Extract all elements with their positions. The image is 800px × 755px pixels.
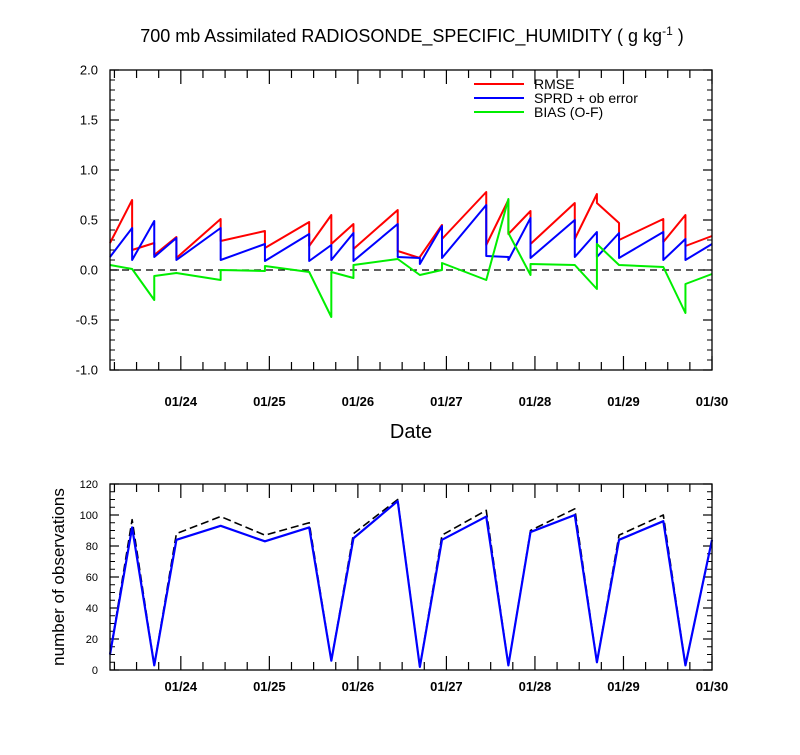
top-x-tick-label: 01/29 [607,394,640,409]
bottom-series-group [108,498,714,668]
legend-label-rmse: RMSE [534,76,574,92]
top-y-tick-label: 0.0 [80,263,98,278]
top-series-bias-o-f-line [109,198,713,318]
bottom-x-tick-label: 01/26 [342,679,375,694]
x-axis-label: Date [390,421,432,443]
bottom-y-tick-label: 20 [86,634,98,646]
top-x-tick-label: 01/26 [342,394,375,409]
top-y-tick-label: -1.0 [76,363,98,378]
bottom-tick-marks [110,483,713,671]
bottom-x-tick-label: 01/29 [607,679,640,694]
top-tick-marks [110,69,713,371]
bottom-y-tick-label: 100 [80,510,98,522]
bottom-x-tick-label: 01/30 [696,679,729,694]
bottom-x-tick-label: 01/25 [253,679,286,694]
bottom-plot-frame [109,483,713,671]
chart-title: 700 mb Assimilated RADIOSONDE_SPECIFIC_H… [140,24,684,47]
legend-label-bias: BIAS (O-F) [534,104,603,120]
top-y-tick-label: -0.5 [76,313,98,328]
bottom-y-tick-label: 40 [86,603,98,615]
bottom-x-tick-label: 01/28 [519,679,552,694]
bottom-y-tick-label: 120 [80,479,98,491]
top-y-tick-label: 1.5 [80,113,98,128]
bottom-y-tick-label: 0 [92,665,98,677]
top-x-tick-label: 01/24 [165,394,198,409]
legend: RMSE SPRD + ob error BIAS (O-F) [474,76,638,120]
top-series-sprd-ob-error-line [109,204,713,265]
y-axis-label-observations: number of observations [49,488,68,666]
top-x-tick-label: 01/28 [519,394,552,409]
bottom-y-tick-label: 60 [86,572,98,584]
top-series-group [109,191,713,318]
bottom-y-tick-labels: 0 20 40 60 80 100 120 [80,479,98,677]
top-x-tick-label: 01/30 [696,394,729,409]
bottom-series-assimilated-line [108,499,714,668]
top-x-tick-labels: 01/24 01/25 01/26 01/27 01/28 01/29 01/30 [165,394,729,409]
top-x-tick-label: 01/25 [253,394,286,409]
top-x-tick-label: 01/27 [430,394,463,409]
bottom-x-tick-label: 01/27 [430,679,463,694]
top-y-tick-labels: -1.0 -0.5 0.0 0.5 1.0 1.5 2.0 [76,63,98,378]
bottom-x-tick-label: 01/24 [165,679,198,694]
bottom-y-tick-label: 80 [86,541,98,553]
top-series-rmse-line [109,191,713,259]
top-y-tick-label: 0.5 [80,213,98,228]
top-y-tick-label: 2.0 [80,63,98,78]
bottom-series-total-line [109,498,713,668]
legend-label-sprd: SPRD + ob error [534,90,638,106]
top-plot-frame [109,69,713,371]
bottom-x-tick-labels: 01/24 01/25 01/26 01/27 01/28 01/29 01/30 [165,679,729,694]
top-chart-panel: -1.0-0.50.00.51.01.52.0 01/24 01/25 01/26 0… [76,63,729,443]
top-y-tick-label: 1.0 [80,163,98,178]
